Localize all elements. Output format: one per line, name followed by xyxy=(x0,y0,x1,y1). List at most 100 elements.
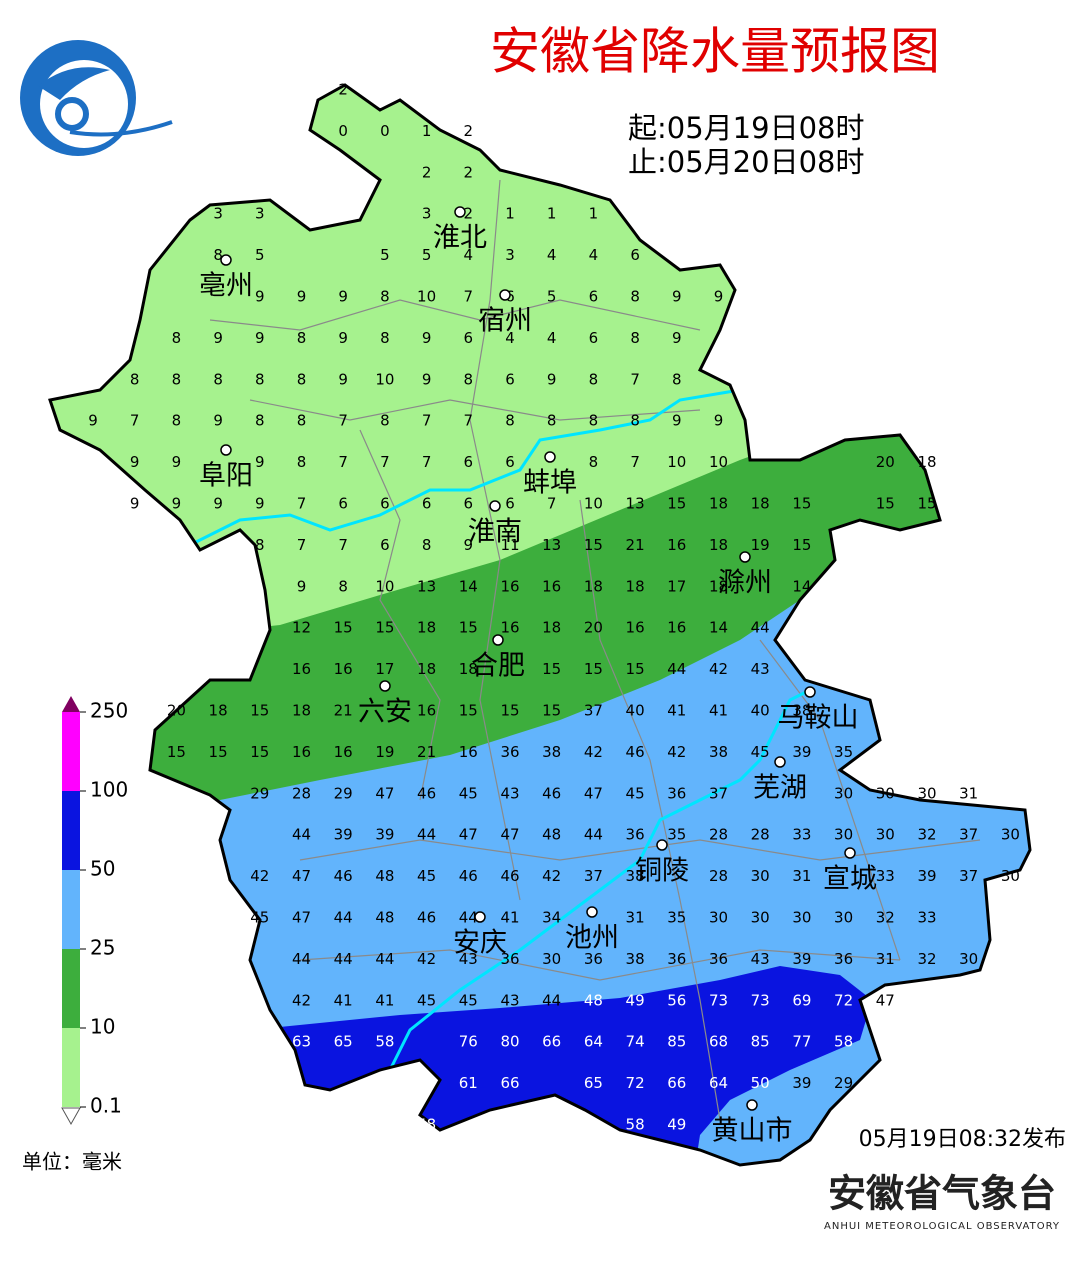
grid-value: 8 xyxy=(297,329,307,347)
city-label: 淮南 xyxy=(468,517,522,548)
grid-value: 5 xyxy=(255,246,265,264)
grid-value: 1 xyxy=(547,205,557,223)
grid-value: 35 xyxy=(834,743,853,761)
grid-value: 48 xyxy=(375,909,394,927)
grid-value: 43 xyxy=(751,950,770,968)
grid-value: 6 xyxy=(380,495,390,513)
grid-value: 30 xyxy=(917,784,936,802)
grid-value: 9 xyxy=(714,288,724,306)
grid-value: 6 xyxy=(338,495,348,513)
city-dot xyxy=(804,686,816,698)
grid-value: 18 xyxy=(709,495,728,513)
grid-value: 58 xyxy=(626,1116,645,1134)
grid-value: 35 xyxy=(667,909,686,927)
city-label: 合肥 xyxy=(471,651,525,682)
grid-value: 3 xyxy=(505,246,515,264)
grid-value: 7 xyxy=(338,412,348,430)
grid-value: 18 xyxy=(417,619,436,637)
grid-value: 9 xyxy=(464,536,474,554)
grid-value: 30 xyxy=(751,867,770,885)
grid-value: 16 xyxy=(500,619,519,637)
grid-value: 44 xyxy=(375,950,394,968)
grid-value: 42 xyxy=(292,991,311,1009)
grid-value: 65 xyxy=(334,1033,353,1051)
grid-value: 9 xyxy=(547,370,557,388)
grid-value: 6 xyxy=(422,495,432,513)
grid-value: 36 xyxy=(626,826,645,844)
grid-value: 58 xyxy=(834,1033,853,1051)
grid-value: 8 xyxy=(255,370,265,388)
grid-value: 10 xyxy=(584,495,603,513)
grid-value: 0 xyxy=(380,122,390,140)
grid-value: 16 xyxy=(667,619,686,637)
grid-value: 6 xyxy=(505,453,515,471)
legend-label: 0.1 xyxy=(90,1094,122,1118)
grid-value: 10 xyxy=(667,453,686,471)
grid-value: 46 xyxy=(542,784,561,802)
grid-value: 19 xyxy=(375,743,394,761)
grid-value: 49 xyxy=(667,1116,686,1134)
grid-value: 48 xyxy=(375,867,394,885)
grid-value: 15 xyxy=(334,619,353,637)
legend: 250 100 50 25 10 0.1 xyxy=(61,696,128,1126)
grid-value: 41 xyxy=(500,909,519,927)
grid-value: 65 xyxy=(584,1074,603,1092)
grid-value: 8 xyxy=(422,536,432,554)
grid-value: 45 xyxy=(459,991,478,1009)
start-time: 起:05月19日08时 xyxy=(628,111,864,145)
legend-label: 250 xyxy=(90,699,128,723)
grid-value: 39 xyxy=(792,950,811,968)
grid-value: 30 xyxy=(709,909,728,927)
grid-value: 43 xyxy=(500,991,519,1009)
grid-value: 15 xyxy=(167,743,186,761)
grid-value: 15 xyxy=(209,743,228,761)
grid-value: 29 xyxy=(834,1074,853,1092)
grid-value: 18 xyxy=(459,660,478,678)
grid-value: 33 xyxy=(792,826,811,844)
grid-value: 9 xyxy=(213,412,223,430)
grid-value: 45 xyxy=(250,909,269,927)
grid-value: 30 xyxy=(1001,867,1020,885)
grid-value: 44 xyxy=(334,909,353,927)
grid-value: 18 xyxy=(292,702,311,720)
grid-value: 29 xyxy=(250,784,269,802)
grid-value: 8 xyxy=(255,536,265,554)
grid-value: 6 xyxy=(464,329,474,347)
grid-value: 2 xyxy=(464,205,474,223)
legend-label: 50 xyxy=(90,857,115,881)
city-dot xyxy=(499,289,511,301)
grid-value: 73 xyxy=(751,991,770,1009)
grid-value: 10 xyxy=(417,288,436,306)
grid-value: 72 xyxy=(834,991,853,1009)
grid-value: 44 xyxy=(751,619,770,637)
grid-value: 15 xyxy=(792,495,811,513)
grid-value: 8 xyxy=(255,412,265,430)
org-name: 安徽省气象台 xyxy=(828,1172,1056,1216)
grid-value: 2 xyxy=(464,122,474,140)
grid-value: 15 xyxy=(584,536,603,554)
grid-value: 10 xyxy=(375,577,394,595)
grid-value: 46 xyxy=(417,909,436,927)
city-label: 阜阳 xyxy=(199,461,253,492)
grid-value: 42 xyxy=(709,660,728,678)
unit: 单位：毫米 xyxy=(22,1150,122,1174)
grid-value: 42 xyxy=(584,743,603,761)
grid-value: 47 xyxy=(459,826,478,844)
grid-value: 8 xyxy=(630,329,640,347)
city-dot xyxy=(492,634,504,646)
grid-value: 8 xyxy=(589,412,599,430)
grid-value: 63 xyxy=(292,1033,311,1051)
grid-value: 47 xyxy=(500,826,519,844)
grid-value: 39 xyxy=(375,826,394,844)
grid-value: 37 xyxy=(959,826,978,844)
grid-value: 39 xyxy=(792,743,811,761)
grid-value: 44 xyxy=(459,909,478,927)
grid-value: 10 xyxy=(709,453,728,471)
grid-value: 0 xyxy=(338,122,348,140)
grid-value: 8 xyxy=(213,246,223,264)
city-dot xyxy=(586,906,598,918)
grid-value: 6 xyxy=(630,246,640,264)
grid-value: 50 xyxy=(751,1074,770,1092)
grid-value: 56 xyxy=(667,991,686,1009)
